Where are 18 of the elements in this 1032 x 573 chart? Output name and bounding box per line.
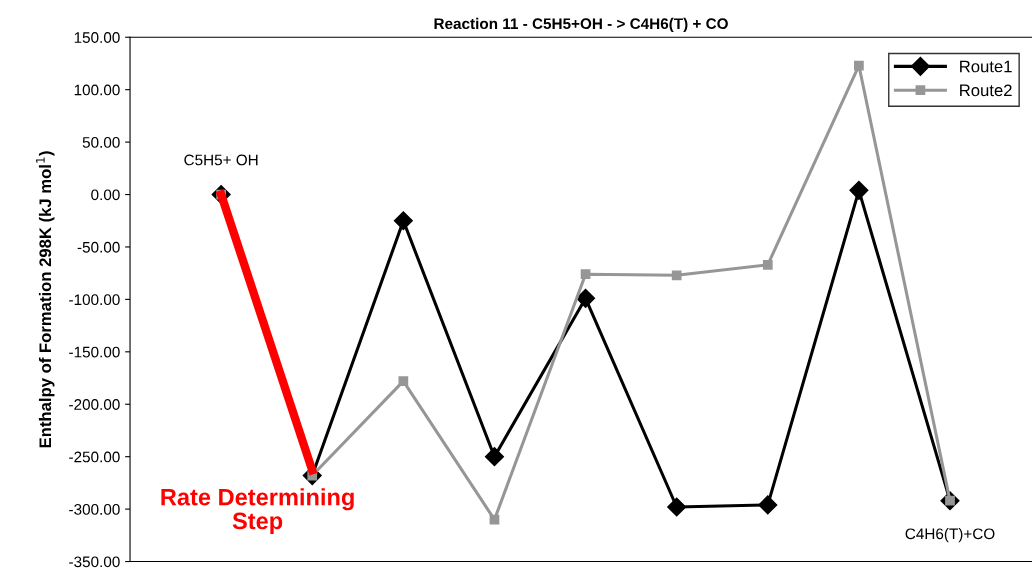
y-tick-label: -300.00	[69, 503, 120, 515]
y-tick-label: -350.00	[69, 556, 120, 568]
y-tick-label: 50.00	[82, 136, 120, 148]
annotation: C5H5+ OH	[184, 154, 258, 166]
legend-label: Route1	[960, 60, 1012, 73]
y-tick-label: -100.00	[69, 294, 120, 306]
y-tick-label: 150.00	[74, 32, 120, 43]
annotation: Rate Determining Step	[161, 488, 354, 534]
y-tick-label: 0.00	[91, 189, 120, 201]
y-tick-label: -250.00	[69, 451, 120, 463]
y-tick-label: -200.00	[69, 399, 120, 410]
chart-title: Reaction 11 - C5H5+OH - > C4H6(T) + CO	[434, 17, 728, 33]
annotation: C4H6(T)+CO	[905, 527, 995, 543]
y-tick-label: -150.00	[69, 346, 120, 358]
y-axis-title: Enthalpy of Formation 298K (kJ mol$^{1}$)	[36, 151, 55, 448]
y-tick-label: 100.00	[74, 84, 120, 96]
legend-label: Route2	[960, 84, 1012, 97]
y-tick-label: -50.00	[77, 241, 120, 253]
